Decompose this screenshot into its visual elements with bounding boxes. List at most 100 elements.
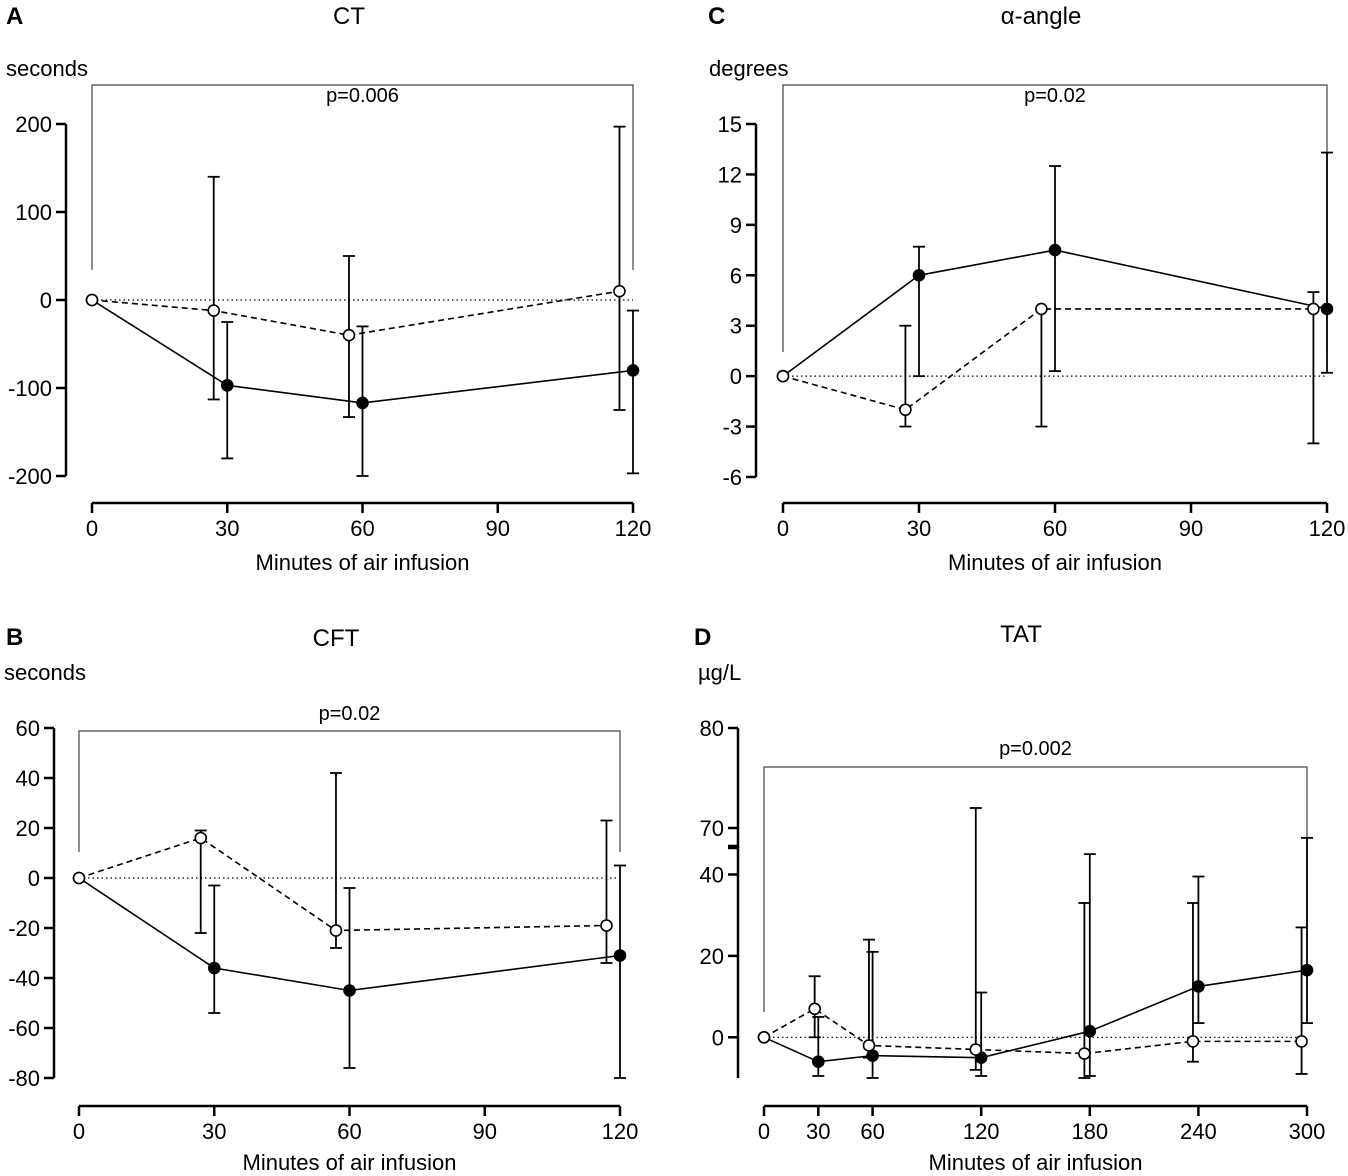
data-point bbox=[194, 831, 208, 845]
y-tick-label: 60 bbox=[16, 716, 40, 741]
data-point bbox=[1048, 243, 1062, 257]
y-tick-label: -20 bbox=[8, 916, 40, 941]
data-point bbox=[356, 396, 369, 410]
x-tick-label: 30 bbox=[806, 1119, 830, 1144]
y-tick-label: -100 bbox=[8, 376, 52, 401]
x-tick-label: 60 bbox=[337, 1119, 361, 1144]
data-point bbox=[207, 304, 221, 317]
data-point bbox=[757, 1030, 771, 1044]
y-tick-label: 9 bbox=[730, 213, 742, 238]
y-tick-label: -80 bbox=[8, 1066, 40, 1091]
series-line bbox=[91, 299, 634, 404]
y-tick-label: 15 bbox=[718, 112, 742, 137]
series-line bbox=[763, 969, 1308, 1063]
data-point bbox=[600, 919, 613, 932]
y-axis-unit: µg/L bbox=[698, 660, 741, 685]
panel-a: A CT seconds 200 100 0 -100 -200 0 30 60 90 120 Minut… bbox=[6, 3, 651, 575]
y-tick-label: 3 bbox=[730, 314, 742, 339]
series-line bbox=[91, 290, 620, 337]
data-point bbox=[613, 284, 626, 298]
data-point bbox=[207, 961, 221, 975]
significance-bracket bbox=[91, 84, 634, 270]
y-tick-label: 20 bbox=[700, 944, 724, 969]
y-tick-label: 12 bbox=[718, 162, 742, 187]
significance-bracket bbox=[763, 766, 1308, 1012]
x-tick-label: 30 bbox=[202, 1119, 226, 1144]
x-tick-label: 0 bbox=[86, 516, 98, 541]
panel-letter: D bbox=[694, 624, 711, 651]
y-tick-label: 0 bbox=[40, 288, 52, 313]
x-axis-label: Minutes of air infusion bbox=[243, 1150, 457, 1175]
chart-title: CT bbox=[333, 3, 365, 30]
x-tick-label: 0 bbox=[777, 516, 789, 541]
x-tick-label: 60 bbox=[860, 1119, 884, 1144]
data-point bbox=[1320, 302, 1334, 316]
series-line bbox=[782, 308, 1314, 411]
series-line bbox=[78, 877, 621, 992]
p-value: p=0.006 bbox=[326, 85, 399, 107]
series-open bbox=[757, 807, 1308, 1079]
x-tick-label: 90 bbox=[473, 1119, 497, 1144]
x-tick-label: 90 bbox=[1179, 516, 1203, 541]
series-line bbox=[782, 249, 1328, 377]
panel-b: B CFT seconds 60 40 20 0 -20 -40 -60 -80 0 30 60 90 120… bbox=[4, 624, 638, 1175]
y-tick-label: 80 bbox=[700, 716, 724, 741]
x-tick-label: 60 bbox=[1043, 516, 1067, 541]
data-point bbox=[1295, 1035, 1308, 1048]
y-tick-label: 40 bbox=[700, 862, 724, 887]
y-axis-unit: seconds bbox=[4, 660, 86, 685]
data-point bbox=[811, 1055, 825, 1069]
y-axis-unit: degrees bbox=[709, 56, 789, 81]
data-point bbox=[1300, 963, 1314, 977]
y-tick-label: 20 bbox=[16, 816, 40, 841]
data-point bbox=[1192, 980, 1205, 993]
panel-d: D TAT µg/L 80 70 40 20 0 0 30 60 120 180 240 300 Minute… bbox=[694, 621, 1325, 1175]
x-tick-label: 90 bbox=[486, 516, 510, 541]
data-point bbox=[969, 1043, 983, 1056]
y-tick-label: 70 bbox=[700, 816, 724, 841]
p-value: p=0.02 bbox=[1024, 85, 1086, 107]
data-point bbox=[329, 924, 343, 937]
x-tick-label: 240 bbox=[1180, 1119, 1217, 1144]
x-tick-label: 120 bbox=[963, 1119, 1000, 1144]
data-point bbox=[1307, 302, 1320, 316]
x-tick-label: 120 bbox=[602, 1119, 639, 1144]
x-tick-label: 300 bbox=[1289, 1119, 1326, 1144]
data-point bbox=[613, 949, 627, 962]
data-point bbox=[85, 293, 99, 307]
data-point bbox=[1083, 1024, 1097, 1038]
chart-title: TAT bbox=[1000, 621, 1042, 648]
panel-letter: B bbox=[6, 624, 23, 651]
y-tick-label: 40 bbox=[16, 766, 40, 791]
x-axis-label: Minutes of air infusion bbox=[256, 550, 470, 575]
data-point bbox=[862, 1039, 876, 1052]
y-tick-label: 0 bbox=[28, 866, 40, 891]
series-open bbox=[776, 291, 1320, 445]
p-value: p=0.002 bbox=[999, 738, 1072, 760]
data-point bbox=[1035, 302, 1048, 316]
p-value: p=0.02 bbox=[319, 703, 381, 725]
y-tick-label: 0 bbox=[730, 364, 742, 389]
x-tick-label: 30 bbox=[215, 516, 239, 541]
data-point bbox=[776, 369, 790, 383]
series-filled bbox=[72, 864, 627, 1079]
x-tick-label: 180 bbox=[1071, 1119, 1108, 1144]
series-filled bbox=[85, 293, 640, 477]
y-tick-label: -3 bbox=[722, 415, 742, 440]
x-tick-label: 120 bbox=[615, 516, 652, 541]
y-tick-label: -60 bbox=[8, 1016, 40, 1041]
x-tick-label: 60 bbox=[350, 516, 374, 541]
y-tick-label: -40 bbox=[8, 966, 40, 991]
x-tick-label: 120 bbox=[1309, 516, 1346, 541]
chart-title: α-angle bbox=[1001, 3, 1082, 30]
series-open bbox=[72, 772, 613, 964]
x-axis-label: Minutes of air infusion bbox=[929, 1150, 1143, 1175]
y-tick-label: 6 bbox=[730, 263, 742, 288]
data-point bbox=[72, 871, 86, 885]
series-line bbox=[78, 837, 607, 932]
data-point bbox=[626, 364, 640, 377]
series-filled bbox=[776, 151, 1334, 383]
y-tick-label: 0 bbox=[712, 1025, 724, 1050]
